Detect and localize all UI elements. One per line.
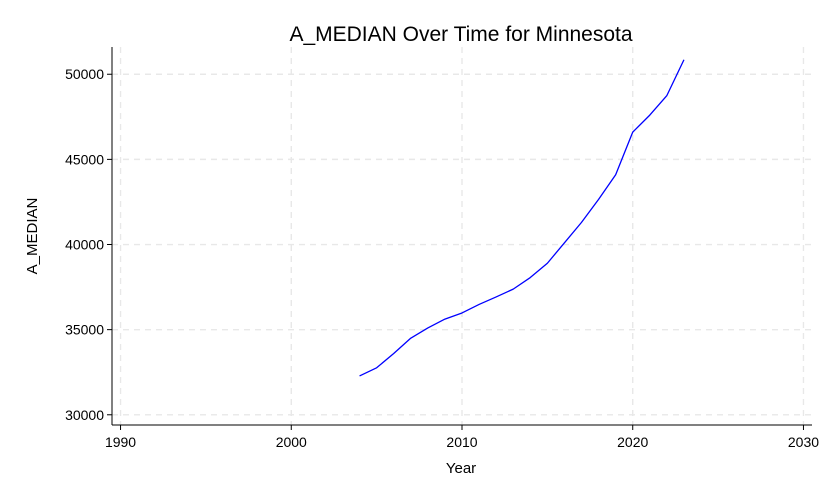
- y-tick-label: 45000: [65, 151, 104, 167]
- x-tick-label: 2000: [276, 434, 307, 450]
- y-axis-label: A_MEDIAN: [24, 198, 41, 275]
- x-tick-label: 2020: [617, 434, 648, 450]
- y-tick-label: 40000: [65, 237, 104, 253]
- y-tick-label: 35000: [65, 322, 104, 338]
- chart-title: A_MEDIAN Over Time for Minnesota: [289, 23, 632, 46]
- y-tick-label: 30000: [65, 407, 104, 423]
- series-line: [359, 59, 685, 377]
- x-tick-label: 2010: [446, 434, 477, 450]
- y-tick-label: 50000: [65, 66, 104, 82]
- x-axis-label: Year: [446, 460, 476, 477]
- tick-labels: 30000 35000 40000 45000 50000 1990 2000 2010 202…: [65, 66, 819, 450]
- axes: [107, 47, 812, 430]
- series-group: [359, 59, 685, 377]
- x-tick-label: 2030: [788, 434, 819, 450]
- x-tick-label: 1990: [105, 434, 136, 450]
- grid: [112, 47, 812, 425]
